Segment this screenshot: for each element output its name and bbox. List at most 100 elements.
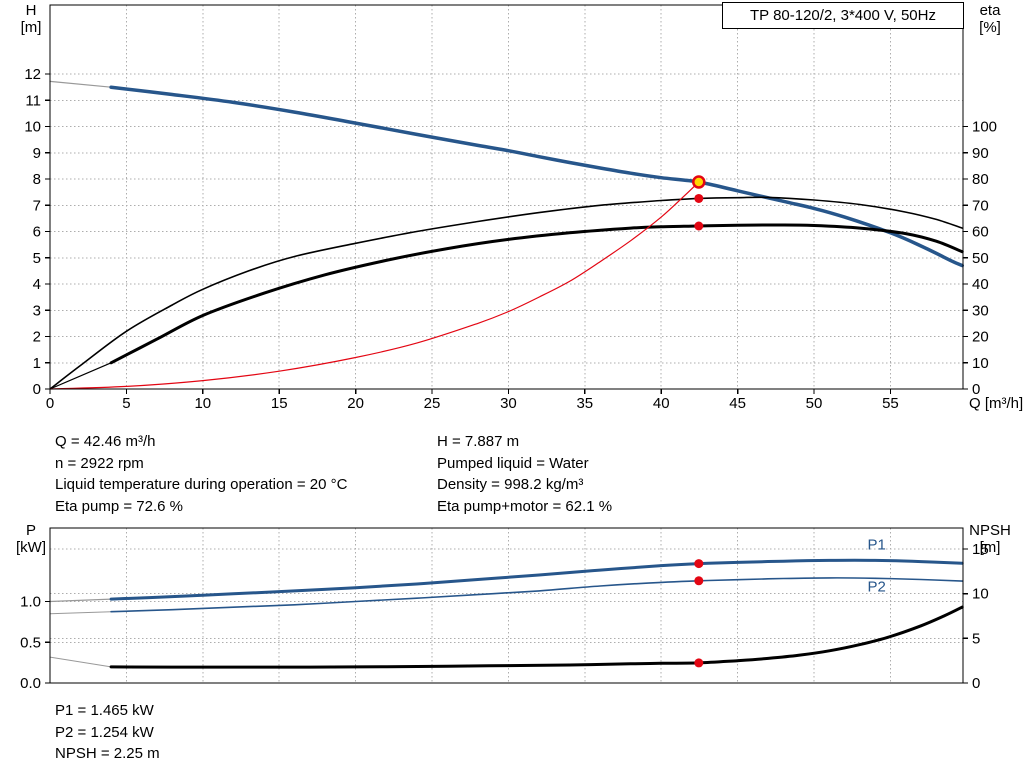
y-left-axis-title: [m] (21, 19, 42, 36)
x-tick-label: 0 (46, 395, 54, 412)
axis-tick-labels: 0.0 0.5 1.0 0 5 10 15 (20, 541, 989, 692)
plot-frame (49, 527, 964, 684)
x-tick-label: 55 (882, 395, 899, 412)
y-right-tick-label: 10 (972, 355, 989, 372)
axis-titles: H[m] eta[%] Q [m³/h] (21, 2, 1024, 412)
info-eta-pump: Eta pump = 72.6 % (55, 497, 183, 515)
series-p1-curve (109, 558, 964, 601)
x-tick-label: 25 (424, 395, 441, 412)
gridlines (50, 5, 963, 389)
y-left-axis-title: [kW] (16, 539, 46, 556)
series-p2-curve (110, 577, 963, 613)
series-system-curve (49, 181, 700, 390)
info-npsh: NPSH = 2.25 m (55, 745, 160, 762)
power-npsh-data: P1 = 1.465 kW P2 = 1.254 kW NPSH = 2.25 … (55, 700, 160, 765)
x-tick-label: 5 (122, 395, 130, 412)
y-left-tick-label: 1 (33, 355, 41, 372)
y-right-tick-label: 50 (972, 250, 989, 267)
y-right-tick-label: 10 (972, 586, 989, 603)
series-qh-lead-in (49, 80, 112, 88)
y-left-tick-label: 0.5 (20, 634, 41, 651)
pump-model-badge: TP 80-120/2, 3*400 V, 50Hz (722, 2, 964, 29)
x-tick-label: 45 (729, 395, 746, 412)
y-right-tick-label: 100 (972, 119, 997, 136)
y-right-axis-title: [%] (979, 19, 1001, 36)
curve-label-p1: P1 (867, 536, 885, 553)
p1-point (694, 559, 704, 569)
duty-point (692, 175, 706, 189)
series-npsh-curve (109, 605, 964, 669)
y-left-tick-label: 8 (33, 171, 41, 188)
y-right-tick-label: 30 (972, 302, 989, 319)
y-right-tick-label: 60 (972, 224, 989, 241)
gridlines (50, 528, 963, 683)
info-flow: Q = 42.46 m³/h (55, 433, 156, 450)
x-tick-label: 40 (653, 395, 670, 412)
axis-titles: P[kW] NPSH[m] (16, 522, 1011, 556)
info-liquid-temperature: Liquid temperature during operation = 20… (55, 476, 348, 493)
y-right-axis-title: NPSH (969, 522, 1011, 539)
y-left-tick-label: 4 (33, 276, 41, 293)
y-right-tick-label: 20 (972, 329, 989, 346)
y-right-tick-label: 40 (972, 276, 989, 293)
x-axis-title: Q [m³/h] (969, 395, 1023, 412)
y-right-axis-title: [m] (980, 539, 1001, 556)
npsh-point (694, 658, 704, 668)
info-eta-pump-motor: Eta pump+motor = 62.1 % (437, 497, 613, 515)
series-eta-pump (49, 196, 963, 390)
y-left-tick-label: 12 (24, 66, 41, 83)
y-right-tick-label: 0 (972, 675, 980, 692)
series-p2-lead-in (49, 611, 112, 615)
series-eta-pump-motor (109, 223, 964, 365)
y-right-tick-label: 15 (972, 541, 989, 558)
y-left-tick-label: 9 (33, 145, 41, 162)
y-left-tick-label: 2 (33, 329, 41, 346)
info-head: H = 7.887 m (437, 433, 520, 450)
x-tick-label: 50 (806, 395, 823, 412)
curve-label-p2: P2 (867, 579, 885, 596)
x-tick-label: 15 (271, 395, 288, 412)
eta-pump-point (694, 193, 704, 203)
x-tick-label: 10 (194, 395, 211, 412)
eta-pump-motor-point (694, 221, 704, 231)
p2-point (694, 576, 704, 586)
info-density: Density = 998.2 kg/m³ (437, 476, 584, 493)
info-speed: n = 2922 rpm (55, 454, 144, 472)
x-tick-label: 20 (347, 395, 364, 412)
x-tick-label: 30 (500, 395, 517, 412)
info-pumped-liquid: Pumped liquid = Water (437, 454, 589, 472)
series-p1-lead-in (49, 598, 112, 603)
axis-ticks (45, 73, 968, 394)
y-right-axis-title: eta (980, 2, 1002, 19)
plot-frame (49, 4, 964, 390)
operating-data-right: H = 7.887 m Pumped liquid = Water Densit… (437, 431, 612, 517)
y-left-axis-title: P (26, 522, 36, 539)
series-eta-pump-motor-lead-in (49, 362, 112, 390)
x-tick-label: 35 (576, 395, 593, 412)
y-left-axis-title: H (26, 2, 37, 19)
y-right-tick-label: 80 (972, 171, 989, 188)
y-right-tick-label: 90 (972, 145, 989, 162)
y-left-tick-label: 3 (33, 302, 41, 319)
series-npsh-lead-in (49, 656, 112, 668)
y-left-tick-label: 1.0 (20, 594, 41, 611)
y-right-tick-label: 5 (972, 630, 980, 647)
y-left-tick-label: 5 (33, 250, 41, 267)
y-left-tick-label: 7 (33, 197, 41, 214)
y-left-tick-label: 6 (33, 224, 41, 241)
y-left-tick-label: 0 (33, 381, 41, 398)
info-p2: P2 = 1.254 kW (55, 723, 154, 741)
y-left-tick-label: 11 (25, 92, 41, 109)
operating-data-left: Q = 42.46 m³/h n = 2922 rpm Liquid tempe… (55, 431, 347, 517)
power-npsh-chart: 0.0 0.5 1.0 0 5 10 15 P[kW] NPSH[m] P1 P2 (16, 522, 1011, 692)
series-qh-curve (109, 85, 964, 268)
y-right-tick-label: 70 (972, 197, 989, 214)
axis-ticks (45, 548, 968, 684)
y-left-tick-label: 0.0 (20, 675, 41, 692)
y-left-tick-label: 10 (24, 119, 41, 136)
info-p1: P1 = 1.465 kW (55, 702, 154, 719)
y-right-tick-label: 0 (972, 381, 980, 398)
